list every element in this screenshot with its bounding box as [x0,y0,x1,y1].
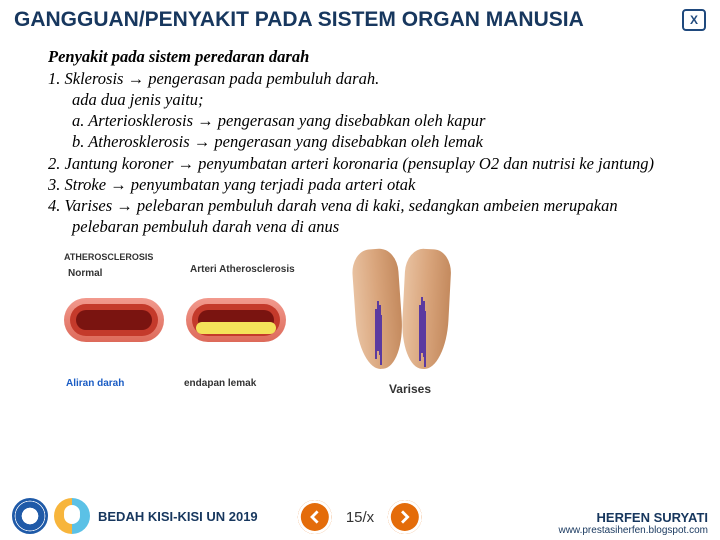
content-line: ada dua jenis yaitu; [48,89,684,110]
content-line: 4. Varises → pelebaran pembuluh darah ve… [48,195,684,237]
leg [400,248,452,370]
content-line: a. Arteriosklerosis → pengerasan yang di… [48,110,684,131]
vessel-normal [64,298,164,342]
content-subtitle: Penyakit pada sistem peredaran darah [48,46,684,67]
varises-image: Varises [325,245,495,400]
diagram-label-flow: Aliran darah [66,378,124,389]
vessel-athero [186,298,286,342]
credits: HERFEN SURYATI www.prestasiherfen.blogsp… [558,510,708,536]
page-indicator: 15/x [346,509,374,526]
varises-label: Varises [325,382,495,396]
footer-logos [12,498,90,534]
author-website: www.prestasiherfen.blogspot.com [558,525,708,536]
close-button[interactable]: X [682,9,706,31]
chevron-left-icon [308,510,322,524]
footer: BEDAH KISI-KISI UN 2019 15/x HERFEN SURY… [0,492,720,540]
chevron-right-icon [398,510,412,524]
footer-left-text: BEDAH KISI-KISI UN 2019 [98,509,258,524]
kemdikbud-logo-icon [12,498,48,534]
author-name: HERFEN SURYATI [558,510,708,525]
content-line: 3. Stroke → penyumbatan yang terjadi pad… [48,174,684,195]
atherosclerosis-diagram: ATHEROSCLEROSIS Normal Arteri Atheroscle… [60,250,295,395]
content-line: 1. Sklerosis → pengerasan pada pembuluh … [48,68,684,89]
prev-button[interactable] [298,500,332,534]
diagram-col-normal: Normal [68,268,102,279]
page-title: GANGGUAN/PENYAKIT PADA SISTEM ORGAN MANU… [14,8,584,32]
vein [421,297,423,353]
vein [377,301,379,351]
content-body: Penyakit pada sistem peredaran darah 1. … [0,36,720,237]
plaque [196,322,276,334]
page-navigation: 15/x [298,500,422,534]
diagram-title: ATHEROSCLEROSIS [64,252,153,262]
next-button[interactable] [388,500,422,534]
images-row: ATHEROSCLEROSIS Normal Arteri Atheroscle… [0,237,720,400]
content-line: 2. Jantung koroner → penyumbatan arteri … [48,153,684,174]
diagram-label-plaque: endapan lemak [184,378,256,389]
diagram-col-athero: Arteri Atherosclerosis [190,264,295,275]
content-line: b. Atherosklerosis → pengerasan yang dis… [48,131,684,152]
kurikulum-logo-icon [54,498,90,534]
